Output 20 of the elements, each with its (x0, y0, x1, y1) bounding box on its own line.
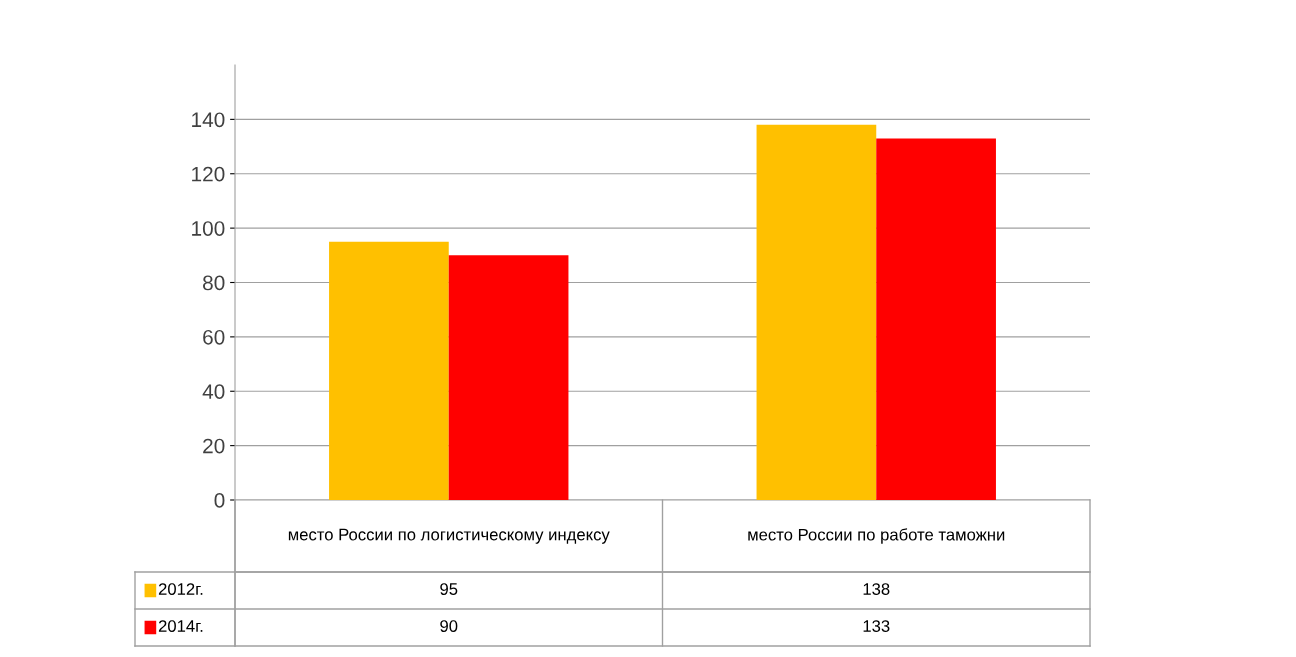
y-tick-label: 80 (203, 275, 225, 291)
y-tick-label: 40 (202, 384, 225, 399)
bar (756, 124, 877, 500)
x-tick-label: место России по логистическому индексу (288, 528, 610, 544)
bar (329, 241, 449, 500)
legend-label: 2014г. (158, 620, 203, 632)
bar (448, 255, 569, 500)
data-label: 95 (440, 583, 458, 595)
data-label: 133 (863, 620, 890, 632)
bar (876, 138, 996, 500)
data-label: 90 (440, 620, 458, 632)
x-tick-label: место России по работе таможни (748, 528, 1005, 544)
legend-label: 2012г. (158, 583, 203, 595)
y-tick-label: 140 (192, 112, 225, 128)
y-tick-label: 120 (192, 166, 225, 182)
y-tick-label: 100 (192, 221, 225, 236)
data-label: 138 (863, 583, 890, 595)
y-tick-label: 0 (214, 493, 225, 508)
y-tick-label: 60 (203, 329, 225, 345)
y-tick-label: 20 (203, 438, 225, 454)
